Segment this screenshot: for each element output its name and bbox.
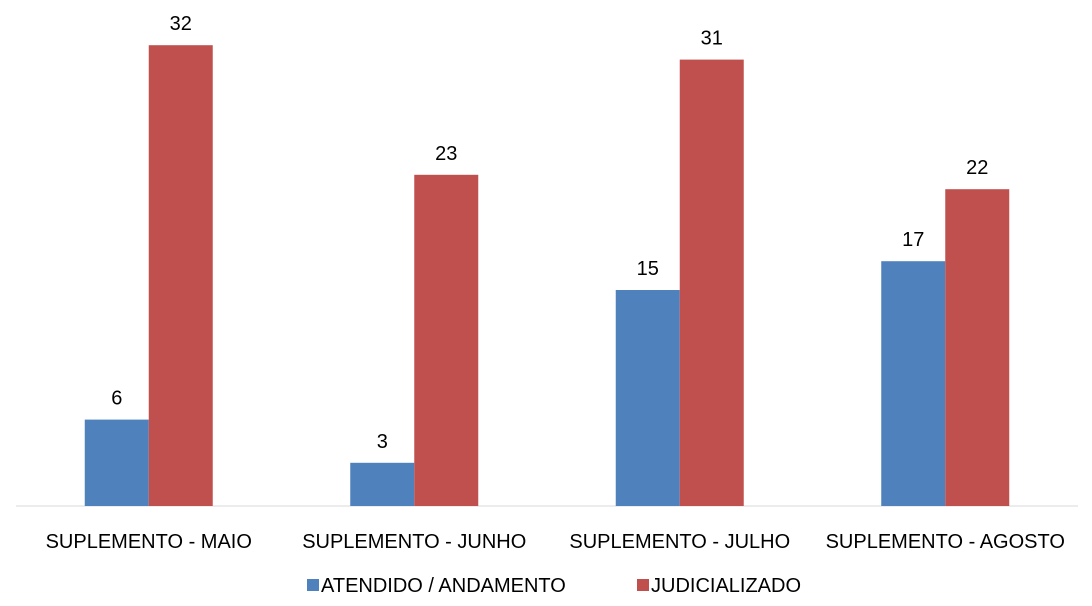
legend: ATENDIDO / ANDAMENTO JUDICIALIZADO <box>307 575 801 597</box>
data-label: 3 <box>377 431 388 453</box>
bar-atendido-2 <box>615 290 680 506</box>
data-label: 15 <box>637 258 659 280</box>
x-tick-label: SUPLEMENTO - JUNHO <box>302 531 526 553</box>
value-labels-group: 6 32 3 23 15 31 17 22 <box>111 13 988 453</box>
data-label: 31 <box>701 28 723 50</box>
data-label: 6 <box>111 388 122 410</box>
category-labels-group: SUPLEMENTO - MAIO SUPLEMENTO - JUNHO SUPLE… <box>46 531 1065 553</box>
legend-swatch <box>307 579 319 591</box>
bar-judicializado-2 <box>679 59 744 506</box>
bar-judicializado-0 <box>148 45 213 506</box>
x-tick-label: SUPLEMENTO - MAIO <box>46 531 252 553</box>
data-label: 22 <box>966 157 988 179</box>
bars-group <box>84 45 1010 507</box>
bar-atendido-0 <box>84 419 149 506</box>
bar-judicializado-3 <box>945 189 1010 506</box>
data-label: 23 <box>435 143 457 165</box>
bar-atendido-3 <box>881 261 946 506</box>
legend-swatch <box>637 579 649 591</box>
x-tick-label: SUPLEMENTO - AGOSTO <box>826 531 1065 553</box>
data-label: 17 <box>902 229 924 251</box>
legend-label: ATENDIDO / ANDAMENTO <box>321 575 566 597</box>
legend-label: JUDICIALIZADO <box>651 575 801 597</box>
bar-judicializado-1 <box>414 174 479 507</box>
data-label: 32 <box>170 13 192 35</box>
x-tick-label: SUPLEMENTO - JULHO <box>569 531 790 553</box>
bar-atendido-1 <box>350 462 415 506</box>
